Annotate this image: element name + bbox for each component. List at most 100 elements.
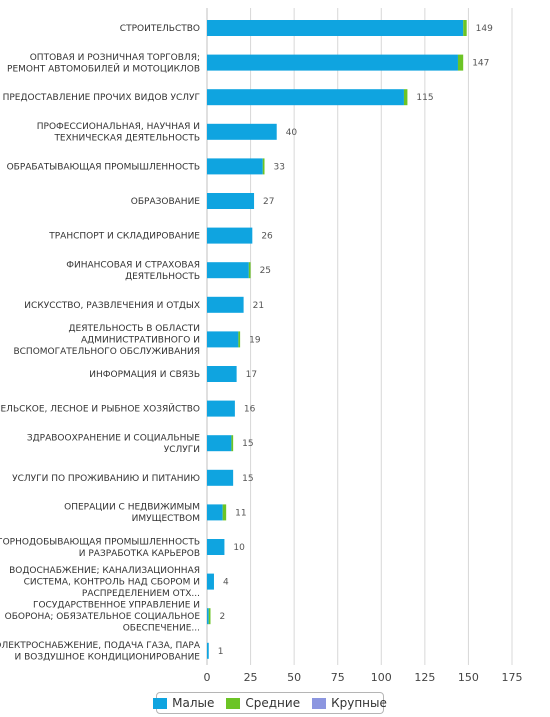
value-label: 4 — [223, 578, 229, 588]
bar-segment-small[interactable] — [207, 400, 235, 417]
bar-segment-medium[interactable] — [208, 608, 211, 625]
category-label-line: ОПЕРАЦИИ С НЕДВИЖИМЫМ — [64, 503, 200, 513]
value-label: 15 — [242, 439, 253, 449]
category-label: ЗДРАВООХРАНЕНИЕ И СОЦИАЛЬНЫЕ УСЛУГИ — [27, 433, 200, 455]
bars — [207, 20, 467, 659]
category-label: ГОСУДАРСТВЕННОЕ УПРАВЛЕНИЕ И ОБОРОНА; ОБЯ… — [5, 601, 201, 634]
category-label-line: ЗДРАВООХРАНЕНИЕ И СОЦИАЛЬНЫЕ — [27, 433, 200, 443]
category-label: ЭЛЕКТРОСНАБЖЕНИЕ, ПОДАЧА ГАЗА, ПАРА И ВОЗ… — [0, 641, 201, 663]
bar-segment-small[interactable] — [207, 158, 263, 175]
x-tick-label: 175 — [502, 671, 523, 684]
category-label-line: ГОСУДАРСТВЕННОЕ УПРАВЛЕНИЕ И — [33, 601, 200, 611]
value-label: 15 — [242, 474, 253, 484]
bar-segment-medium[interactable] — [262, 158, 265, 175]
bar-segment-small[interactable] — [207, 262, 249, 279]
legend-swatch-large — [312, 697, 327, 709]
category-label: ОПТОВАЯ И РОЗНИЧНАЯ ТОРГОВЛЯ; РЕМОНТ АВТО… — [7, 53, 200, 75]
bar-segment-small[interactable] — [207, 435, 232, 452]
bar-segment-medium[interactable] — [222, 504, 227, 521]
bar-segment-small[interactable] — [207, 331, 239, 348]
category-label: ОПЕРАЦИИ С НЕДВИЖИМЫМ ИМУЩЕСТВОМ — [64, 503, 200, 525]
x-tick-label: 100 — [371, 671, 392, 684]
legend-item-large[interactable]: Крупные — [312, 696, 387, 710]
category-label: ГОРНОДОБЫВАЮЩАЯ ПРОМЫШЛЕННОСТЬ И РАЗРАБОТ… — [0, 537, 200, 559]
legend-item-small[interactable]: Малые — [153, 696, 214, 710]
value-label: 1 — [218, 647, 224, 657]
category-label-line: ПРОФЕССИОНАЛЬНАЯ, НАУЧНАЯ И — [37, 122, 200, 132]
category-label-line: ИМУЩЕСТВОМ — [132, 514, 200, 524]
value-label: 149 — [476, 24, 493, 34]
category-label: ОБРАБАТЫВАЮЩАЯ ПРОМЫШЛЕННОСТЬ — [7, 162, 200, 172]
bar-segment-small[interactable] — [207, 20, 464, 36]
category-label: ТРАНСПОРТ И СКЛАДИРОВАНИЕ — [48, 232, 200, 242]
x-tick-label: 0 — [204, 671, 211, 684]
value-label: 19 — [249, 335, 261, 345]
value-label: 27 — [263, 197, 274, 207]
x-axis: 0 25 50 75 100 125 150 175 — [204, 671, 523, 684]
category-label: ПРЕДОСТАВЛЕНИЕ ПРОЧИХ ВИДОВ УСЛУГ — [3, 93, 200, 103]
value-label: 10 — [233, 543, 245, 553]
category-label: ДЕЯТЕЛЬНОСТЬ В ОБЛАСТИ АДМИНИСТРАТИВНОГО … — [13, 324, 200, 357]
category-label-line: ПРЕДОСТАВЛЕНИЕ ПРОЧИХ ВИДОВ УСЛУГ — [3, 93, 200, 103]
bar-segment-small[interactable] — [207, 296, 244, 313]
bar-segment-small[interactable] — [207, 89, 404, 106]
category-label-line: СТРОИТЕЛЬСТВО — [120, 24, 200, 34]
category-label-line: ТЕХНИЧЕСКАЯ ДЕЯТЕЛЬНОСТЬ — [53, 134, 200, 144]
value-label: 147 — [472, 59, 489, 69]
bar-segment-medium[interactable] — [403, 89, 408, 106]
x-tick-label: 150 — [458, 671, 479, 684]
category-label-line: ИНФОРМАЦИЯ И СВЯЗЬ — [89, 370, 200, 380]
bar-segment-small[interactable] — [207, 573, 214, 590]
gridlines — [206, 8, 513, 665]
category-label-line: СИСТЕМА, КОНТРОЛЬ НАД СБОРОМ И — [24, 578, 200, 588]
bar-segment-small[interactable] — [207, 54, 458, 71]
category-label-line: УСЛУГИ — [164, 445, 200, 455]
value-label: 26 — [261, 232, 273, 242]
value-label: 33 — [274, 162, 285, 172]
value-label: 16 — [244, 405, 256, 415]
category-label-line: УСЛУГИ ПО ПРОЖИВАНИЮ И ПИТАНИЮ — [12, 474, 200, 484]
legend-label-small: Малые — [172, 696, 215, 710]
category-label-line: ДЕЯТЕЛЬНОСТЬ — [125, 272, 200, 282]
value-label: 115 — [416, 93, 433, 103]
category-label: ОБРАЗОВАНИЕ — [131, 197, 201, 207]
x-tick-label: 125 — [414, 671, 435, 684]
category-label-line: ВСПОМОГАТЕЛЬНОГО ОБСЛУЖИВАНИЯ — [13, 347, 200, 357]
legend-label-large: Крупные — [331, 696, 387, 710]
bar-segment-small[interactable] — [207, 504, 223, 521]
bar-segment-small[interactable] — [207, 123, 277, 140]
category-label-line: И РАЗРАБОТКА КАРЬЕРОВ — [79, 549, 200, 559]
category-label: ПРОФЕССИОНАЛЬНАЯ, НАУЧНАЯ И ТЕХНИЧЕСКАЯ Д… — [37, 122, 200, 144]
bar-segment-small[interactable] — [207, 539, 225, 555]
bar-segment-medium[interactable] — [231, 435, 234, 452]
bar-segment-small[interactable] — [207, 469, 234, 486]
category-label-line: ИСКУССТВО, РАЗВЛЕЧЕНИЯ И ОТДЫХ — [24, 301, 200, 311]
legend-item-medium[interactable]: Средние — [226, 696, 300, 710]
bar-segment-medium[interactable] — [457, 54, 464, 71]
value-label: 25 — [260, 266, 271, 276]
x-tick-label: 75 — [331, 671, 345, 684]
value-label: 17 — [246, 370, 257, 380]
category-label-line: ФИНАНСОВАЯ И СТРАХОВАЯ — [66, 260, 200, 270]
bar-segment-small[interactable] — [207, 227, 253, 244]
category-label-line: ГОРНОДОБЫВАЮЩАЯ ПРОМЫШЛЕННОСТЬ — [0, 537, 200, 547]
value-label: 11 — [235, 508, 246, 518]
category-label-line: ОБОРОНА; ОБЯЗАТЕЛЬНОЕ СОЦИАЛЬНОЕ — [5, 612, 201, 622]
category-label-line: РЕМОНТ АВТОМОБИЛЕЙ И МОТОЦИКЛОВ — [7, 62, 200, 74]
category-label-line: ВОДОСНАБЖЕНИЕ; КАНАЛИЗАЦИОННАЯ — [9, 566, 200, 576]
bar-segment-medium[interactable] — [238, 331, 241, 348]
bar-segment-small[interactable] — [207, 608, 209, 625]
category-label: СЕЛЬСКОЕ, ЛЕСНОЕ И РЫБНОЕ ХОЗЯЙСТВО — [0, 403, 200, 415]
bar-segment-small[interactable] — [207, 193, 255, 209]
category-label: ИНФОРМАЦИЯ И СВЯЗЬ — [89, 370, 200, 380]
category-label-line: СЕЛЬСКОЕ, ЛЕСНОЕ И РЫБНОЕ ХОЗЯЙСТВО — [0, 403, 200, 415]
category-label-line: ОБЕСПЕЧЕНИЕ... — [123, 624, 200, 634]
bar-segment-small[interactable] — [207, 642, 209, 659]
bar-segment-medium[interactable] — [463, 20, 467, 36]
chart: СТРОИТЕЛЬСТВО ОПТОВАЯ И РОЗНИЧНАЯ ТОРГОВЛ… — [0, 8, 523, 684]
x-tick-label: 25 — [244, 671, 258, 684]
category-label-line: РАСПРЕДЕЛЕНИЕМ ОТХ... — [82, 589, 200, 599]
bar-segment-small[interactable] — [207, 366, 237, 382]
bar-segment-medium[interactable] — [248, 262, 251, 279]
